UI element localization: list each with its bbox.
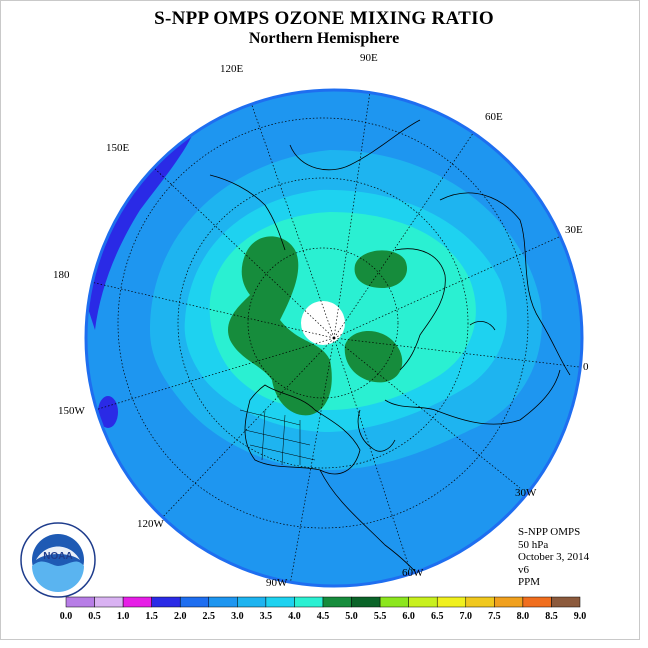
graticule bbox=[86, 90, 582, 586]
lon-label: 60W bbox=[402, 567, 424, 579]
ozone-field bbox=[86, 90, 582, 586]
colorbar-swatch bbox=[379, 596, 409, 608]
lon-label: 30E bbox=[565, 224, 583, 236]
logo-text: NOAA bbox=[43, 551, 72, 562]
lon-label: 0 bbox=[583, 361, 589, 373]
colorbar-ticks: 0.0 0.5 1.0 1.5 2.0 2.5 3.0 3.5 4.0 4.5 5.0 5.5 6.0 6… bbox=[60, 611, 587, 622]
lon-label: 180 bbox=[53, 269, 70, 281]
colorbar-swatch bbox=[179, 596, 210, 608]
level-4-5-region-west bbox=[228, 236, 332, 416]
colorbar-swatch bbox=[551, 596, 581, 608]
info-block: S-NPP OMPS 50 hPa October 3, 2014 v6 PPM bbox=[518, 526, 589, 589]
pole-no-data bbox=[301, 301, 345, 345]
colorbar-tick-label: 0.5 bbox=[88, 611, 101, 622]
colorbar-tick-label: 2.0 bbox=[174, 611, 187, 622]
colorbar-tick-label: 6.0 bbox=[402, 611, 415, 622]
longitude-labels: 90E 60E 30E 0 30W 60W 90W 120W 150W 180 … bbox=[53, 52, 589, 589]
colorbar-tick-label: 8.5 bbox=[545, 611, 558, 622]
lon-label: 120W bbox=[137, 518, 165, 530]
level-1-5-region-west bbox=[86, 100, 201, 330]
noaa-logo: NOAA bbox=[20, 522, 96, 598]
colorbar-tick-label: 5.5 bbox=[374, 611, 387, 622]
us-state-lines bbox=[239, 409, 316, 466]
colorbar-tick-label: 4.0 bbox=[288, 611, 301, 622]
colorbar-swatch bbox=[294, 596, 324, 608]
colorbar-tick-label: 7.0 bbox=[460, 611, 473, 622]
colorbar-tick-label: 2.5 bbox=[203, 611, 216, 622]
colorbar-tick-label: 4.5 bbox=[317, 611, 330, 622]
map-subtitle: Northern Hemisphere bbox=[248, 30, 400, 47]
colorbar-swatches bbox=[65, 596, 581, 608]
info-units: PPM bbox=[518, 576, 541, 588]
lon-label: 120E bbox=[220, 63, 244, 75]
info-date: October 3, 2014 bbox=[518, 551, 590, 563]
colorbar-tick-label: 7.5 bbox=[488, 611, 501, 622]
colorbar-swatch bbox=[151, 596, 181, 608]
lon-label: 90W bbox=[266, 577, 288, 589]
colorbar-tick-label: 3.0 bbox=[231, 611, 244, 622]
info-instrument: S-NPP OMPS bbox=[518, 526, 581, 538]
colorbar-swatch bbox=[522, 596, 552, 608]
level-1-5-region-pacific bbox=[98, 396, 118, 428]
colorbar-swatch bbox=[237, 596, 267, 608]
colorbar-tick-label: 1.0 bbox=[117, 611, 130, 622]
colorbar-swatch bbox=[465, 596, 495, 608]
colorbar-tick-label: 0.0 bbox=[60, 611, 73, 622]
colorbar-swatch bbox=[65, 596, 95, 608]
colorbar-tick-label: 1.5 bbox=[145, 611, 158, 622]
colorbar-swatch bbox=[122, 596, 152, 608]
map-title: S-NPP OMPS OZONE MIXING RATIO bbox=[154, 8, 494, 29]
colorbar-tick-label: 9.0 bbox=[574, 611, 587, 622]
level-4-5-region-east bbox=[344, 330, 403, 383]
lon-label: 30W bbox=[515, 487, 537, 499]
colorbar-swatch bbox=[494, 596, 524, 608]
colorbar-swatch bbox=[208, 596, 238, 608]
colorbar-swatch bbox=[408, 596, 438, 608]
colorbar-swatch bbox=[265, 596, 295, 608]
map-boundary bbox=[84, 88, 584, 588]
colorbar-tick-label: 5.0 bbox=[345, 611, 358, 622]
lon-label: 150E bbox=[106, 142, 130, 154]
lon-label: 60E bbox=[485, 111, 503, 123]
colorbar-swatch bbox=[322, 596, 352, 608]
figure-frame bbox=[0, 0, 640, 640]
level-4-5-region-north bbox=[354, 250, 408, 288]
coastlines bbox=[209, 119, 571, 586]
colorbar-tick-label: 8.0 bbox=[517, 611, 530, 622]
lon-label: 90E bbox=[360, 52, 378, 64]
colorbar-swatch bbox=[94, 596, 124, 608]
colorbar-swatch bbox=[436, 596, 467, 608]
info-version: v6 bbox=[518, 563, 529, 576]
lon-label: 150W bbox=[58, 405, 86, 417]
colorbar-tick-label: 6.5 bbox=[431, 611, 444, 622]
colorbar-tick-label: 3.5 bbox=[260, 611, 273, 622]
colorbar-swatch bbox=[351, 596, 381, 608]
info-level: 50 hPa bbox=[518, 538, 549, 551]
